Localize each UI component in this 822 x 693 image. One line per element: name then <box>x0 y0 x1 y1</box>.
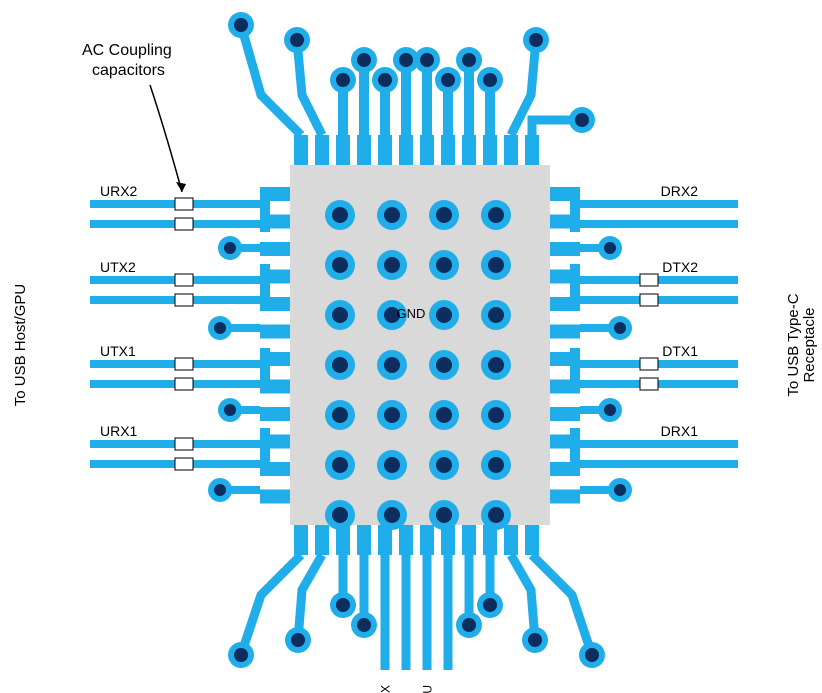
pad-finger <box>294 135 308 165</box>
coupling-cap <box>640 294 658 306</box>
pad-finger <box>420 135 434 165</box>
gnd-via-inner <box>488 257 504 273</box>
right-port-label: DRX1 <box>661 423 699 439</box>
trace <box>580 460 738 468</box>
pad-finger <box>315 135 329 165</box>
gnd-via-inner <box>436 307 452 323</box>
coupling-cap <box>640 274 658 286</box>
gnd-via-inner <box>436 507 452 523</box>
pad-finger <box>525 525 539 555</box>
trace <box>580 296 738 304</box>
gnd-via-inner <box>332 457 348 473</box>
coupling-cap <box>175 274 193 286</box>
gnd-via-inner <box>488 407 504 423</box>
pad-finger <box>294 525 308 555</box>
pad-finger <box>260 242 290 256</box>
annotation-line1: AC Coupling <box>82 42 172 59</box>
left-vertical-label: To USB Host/GPU <box>12 284 29 407</box>
gnd-via-inner <box>488 207 504 223</box>
coupling-cap <box>175 438 193 450</box>
coupling-cap <box>175 294 193 306</box>
left-port-label: UTX1 <box>100 343 136 359</box>
gnd-via-inner <box>332 207 348 223</box>
gnd-via-inner <box>436 257 452 273</box>
pad-finger <box>260 325 290 339</box>
gnd-via-inner <box>436 407 452 423</box>
gnd-via-inner <box>488 357 504 373</box>
gnd-label: GND <box>397 306 426 321</box>
trace <box>580 220 738 228</box>
left-port-label: URX2 <box>100 183 138 199</box>
trace <box>580 440 738 448</box>
annotation-line2: capacitors <box>92 62 165 79</box>
trace <box>580 360 738 368</box>
trace <box>580 276 738 284</box>
gnd-via-inner <box>436 457 452 473</box>
gnd-via-inner <box>488 307 504 323</box>
gnd-via-inner <box>332 507 348 523</box>
right-vertical-label-1: To USB Type-C <box>785 293 802 396</box>
pad-finger <box>550 490 580 504</box>
pad-finger <box>462 135 476 165</box>
gnd-via-inner <box>436 207 452 223</box>
gnd-via-inner <box>384 407 400 423</box>
gnd-via-inner <box>384 257 400 273</box>
gnd-via-inner <box>436 357 452 373</box>
coupling-cap <box>175 358 193 370</box>
pad-finger <box>357 135 371 165</box>
aux-label: AUX <box>379 685 393 693</box>
pad-finger <box>525 135 539 165</box>
pad-finger <box>483 135 497 165</box>
right-port-label: DTX2 <box>662 259 698 275</box>
pad-finger <box>315 525 329 555</box>
pad-finger <box>441 135 455 165</box>
pad-finger <box>399 135 413 165</box>
gnd-via-inner <box>332 407 348 423</box>
pad-finger <box>378 135 392 165</box>
coupling-cap <box>175 458 193 470</box>
coupling-cap <box>640 358 658 370</box>
pad-finger <box>483 525 497 555</box>
pad-finger <box>357 525 371 555</box>
coupling-cap <box>175 198 193 210</box>
coupling-cap <box>175 378 193 390</box>
pad-finger <box>336 525 350 555</box>
right-vertical-label-2: Receptacle <box>801 307 818 382</box>
pad-finger <box>399 525 413 555</box>
pad-finger <box>504 525 518 555</box>
pad-finger <box>336 135 350 165</box>
gnd-via-inner <box>488 457 504 473</box>
right-port-label: DTX1 <box>662 343 698 359</box>
pad-finger <box>550 325 580 339</box>
pad-finger <box>260 490 290 504</box>
pad-finger <box>462 525 476 555</box>
gnd-via-inner <box>384 357 400 373</box>
gnd-via-inner <box>332 357 348 373</box>
sbu-label: SBU <box>421 685 435 693</box>
gnd-via-inner <box>384 507 400 523</box>
left-port-label: URX1 <box>100 423 138 439</box>
pad-finger <box>550 407 580 421</box>
gnd-via-inner <box>384 207 400 223</box>
coupling-cap <box>640 378 658 390</box>
trace <box>580 380 738 388</box>
pad-finger <box>441 525 455 555</box>
left-port-label: UTX2 <box>100 259 136 275</box>
right-port-label: DRX2 <box>661 183 699 199</box>
pad-finger <box>420 525 434 555</box>
pad-finger <box>550 242 580 256</box>
gnd-via-inner <box>332 307 348 323</box>
coupling-cap <box>175 218 193 230</box>
pad-finger <box>378 525 392 555</box>
annotation-arrow <box>150 85 182 192</box>
gnd-via-inner <box>332 257 348 273</box>
pad-finger <box>260 407 290 421</box>
gnd-via-inner <box>384 457 400 473</box>
trace <box>580 200 738 208</box>
gnd-via-inner <box>488 507 504 523</box>
pad-finger <box>504 135 518 165</box>
